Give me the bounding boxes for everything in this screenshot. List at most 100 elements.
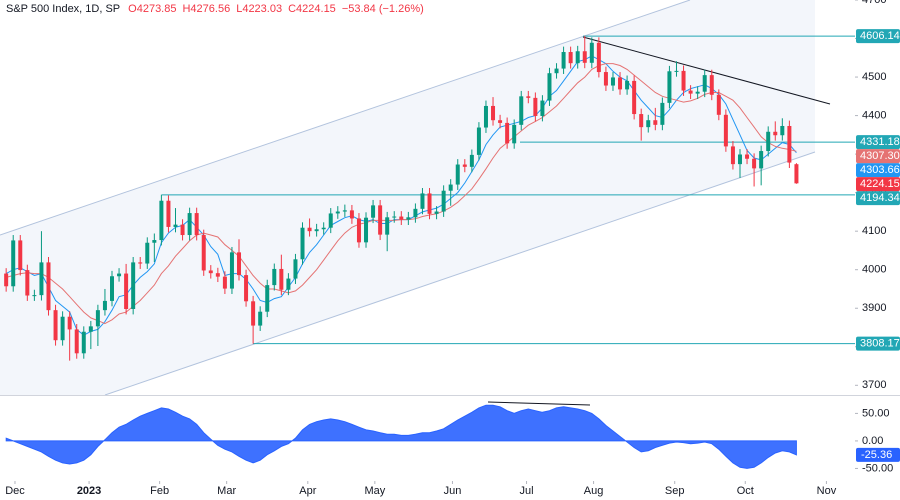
candle-body xyxy=(653,120,658,125)
candle-body xyxy=(187,213,192,236)
candle-body xyxy=(46,262,51,311)
x-tick-label: Aug xyxy=(584,485,604,497)
candle-body xyxy=(723,114,728,147)
candle-body xyxy=(286,278,291,290)
candle-body xyxy=(505,122,510,144)
candle-body xyxy=(639,114,644,128)
price-label-box xyxy=(856,135,900,150)
candle-body xyxy=(554,68,559,74)
candle-body xyxy=(766,131,771,152)
candle-body xyxy=(25,270,30,296)
candle-body xyxy=(667,71,672,103)
candle-body xyxy=(251,301,256,326)
candle-body xyxy=(32,295,37,297)
candle-body xyxy=(575,51,580,64)
candle-body xyxy=(780,125,785,136)
x-tick-label: Apr xyxy=(299,485,316,497)
y-tick-label: 4000 xyxy=(862,264,886,276)
candle-body xyxy=(180,224,185,236)
candle-body xyxy=(18,240,23,271)
indicator-area xyxy=(5,404,797,469)
candle-body xyxy=(124,273,129,310)
ohlc-legend: L4223.03 xyxy=(236,3,282,15)
candle-body xyxy=(540,100,545,116)
price-label-box xyxy=(856,149,900,164)
candle-body xyxy=(448,184,453,191)
price-label: 4606.14 xyxy=(860,30,900,42)
x-tick-label: May xyxy=(364,485,385,497)
candle-body xyxy=(60,316,65,341)
candle-body xyxy=(222,276,227,289)
candle-body xyxy=(519,96,524,125)
candle-body xyxy=(11,240,16,287)
candle-body xyxy=(229,252,234,289)
candle-body xyxy=(752,158,757,169)
candle-body xyxy=(427,193,432,214)
candle-body xyxy=(483,105,488,128)
candle-body xyxy=(215,273,220,277)
candle-body xyxy=(88,326,93,332)
candle-body xyxy=(237,252,242,276)
price-label-box xyxy=(856,177,900,192)
price-label: 4331.18 xyxy=(860,136,900,148)
channel-upper xyxy=(0,0,691,236)
candle-body xyxy=(314,229,319,232)
x-tick-label: Jun xyxy=(444,485,462,497)
x-tick-label: Sep xyxy=(665,485,685,497)
candle-body xyxy=(378,205,383,235)
x-tick-label: Mar xyxy=(217,485,236,497)
price-label-box xyxy=(856,163,900,178)
y-tick-label: 4500 xyxy=(862,71,886,83)
candle-body xyxy=(533,97,538,116)
candle-body xyxy=(589,42,594,63)
candle-body xyxy=(695,91,700,94)
candle-body xyxy=(371,205,376,218)
x-tick-label: Oct xyxy=(737,485,754,497)
candle-body xyxy=(709,75,714,95)
price-label: 4194.34 xyxy=(860,192,900,204)
candle-body xyxy=(632,80,637,115)
candle-body xyxy=(603,72,608,86)
candle-body xyxy=(646,120,651,128)
candle-body xyxy=(526,96,531,98)
y-tick-label: 4700 xyxy=(862,0,886,6)
y-tick-label: 4100 xyxy=(862,225,886,237)
candle-body xyxy=(455,164,460,185)
ohlc-legend: C4224.15 xyxy=(288,3,336,15)
candle-body xyxy=(413,208,418,218)
candle-body xyxy=(272,268,277,286)
plot-layer: O4273.85 H4276.56 L4223.03 C4224.15 −53.84 (… xyxy=(4,0,900,497)
candle-body xyxy=(582,51,587,63)
candle-body xyxy=(321,227,326,230)
candle-body xyxy=(596,42,601,73)
indicator-trend-line xyxy=(487,401,591,406)
ohlc-legend: −53.84 (−1.26%) xyxy=(342,3,424,15)
candle-body xyxy=(759,151,764,169)
candle-body xyxy=(335,211,340,214)
candle-body xyxy=(81,331,86,354)
candle-body xyxy=(434,211,439,214)
candle-body xyxy=(279,268,284,290)
candle-body xyxy=(498,120,503,123)
x-tick-label: Nov xyxy=(817,485,837,497)
candle-body xyxy=(194,213,199,236)
x-tick-label: Dec xyxy=(5,485,25,497)
price-label: 4307.30 xyxy=(860,150,900,162)
candle-body xyxy=(512,124,517,144)
candle-body xyxy=(406,217,411,220)
candle-body xyxy=(74,329,79,354)
candle-body xyxy=(547,73,552,101)
indicator-tick-label: 0.00 xyxy=(862,435,883,447)
candle-body xyxy=(385,217,390,235)
indicator-tick-label: -50.00 xyxy=(862,462,893,474)
candle-body xyxy=(95,310,100,327)
candle-body xyxy=(441,190,446,212)
candle-body xyxy=(342,210,347,212)
candle-body xyxy=(392,216,397,218)
candle-body xyxy=(307,227,312,232)
candle-body xyxy=(399,216,404,220)
candle-body xyxy=(4,273,9,287)
x-tick-label: 2023 xyxy=(77,485,101,497)
candle-body xyxy=(293,259,298,279)
